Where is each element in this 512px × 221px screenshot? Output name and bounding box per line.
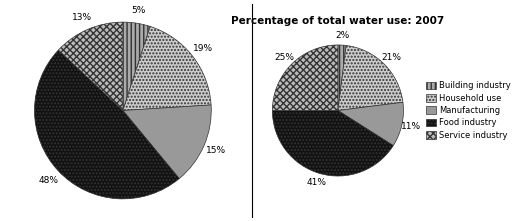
Text: 25%: 25% <box>274 53 294 62</box>
Wedge shape <box>338 45 346 110</box>
Wedge shape <box>58 22 123 110</box>
Wedge shape <box>123 22 150 110</box>
Wedge shape <box>338 46 403 110</box>
Wedge shape <box>123 27 211 110</box>
Text: 41%: 41% <box>307 178 327 187</box>
Text: 5%: 5% <box>132 6 146 15</box>
Wedge shape <box>123 105 211 179</box>
Text: 2%: 2% <box>335 31 350 40</box>
Text: 19%: 19% <box>193 44 214 53</box>
Text: 48%: 48% <box>39 176 59 185</box>
Text: 11%: 11% <box>401 122 421 131</box>
Legend: Building industry, Household use, Manufacturing, Food industry, Service industry: Building industry, Household use, Manufa… <box>424 80 512 141</box>
Wedge shape <box>34 50 179 199</box>
Text: 13%: 13% <box>72 13 93 22</box>
Text: 21%: 21% <box>381 53 401 62</box>
Title: Percentage of total water use: 2007: Percentage of total water use: 2007 <box>231 16 444 27</box>
Wedge shape <box>272 45 338 110</box>
Wedge shape <box>338 102 403 146</box>
Text: 15%: 15% <box>206 146 226 155</box>
Wedge shape <box>272 110 393 176</box>
